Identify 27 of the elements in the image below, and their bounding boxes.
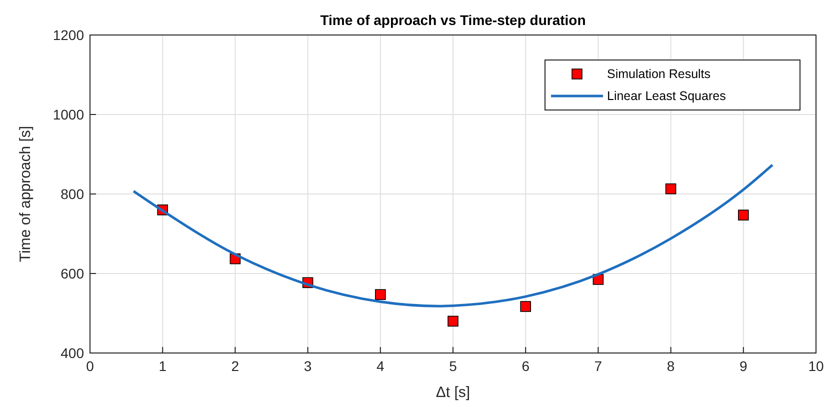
point <box>520 301 531 312</box>
x-tick-label: 8 <box>666 358 675 374</box>
x-tick-label: 2 <box>231 358 240 374</box>
y-tick-label: 400 <box>60 345 84 361</box>
y-tick-label: 1000 <box>52 106 84 122</box>
x-tick-label: 6 <box>522 358 530 374</box>
x-axis-title: Δt [s] <box>436 384 470 401</box>
line-series <box>132 164 774 308</box>
y-tick-label: 800 <box>60 186 84 202</box>
y-tick-label: 1200 <box>52 27 84 43</box>
point <box>448 316 458 327</box>
x-tick-label: 3 <box>304 358 312 374</box>
legend-label: Linear Least Squares <box>607 89 726 103</box>
y-tick-label: 600 <box>60 266 84 282</box>
x-tick-label: 10 <box>808 358 824 374</box>
x-tick-label: 1 <box>158 358 167 374</box>
chart-title: Time of approach vs Time-step duration <box>320 12 586 28</box>
legend-label: Simulation Results <box>607 67 711 81</box>
point <box>665 183 676 194</box>
x-tick-label: 9 <box>740 358 748 374</box>
x-tick-label: 7 <box>594 358 602 374</box>
point <box>375 289 386 300</box>
point <box>738 210 749 220</box>
x-tick-label: 5 <box>449 358 458 374</box>
y-axis-title: Time of approach [s] <box>17 126 34 262</box>
x-tick-label: 0 <box>86 358 94 374</box>
x-tick-label: 4 <box>376 358 384 374</box>
